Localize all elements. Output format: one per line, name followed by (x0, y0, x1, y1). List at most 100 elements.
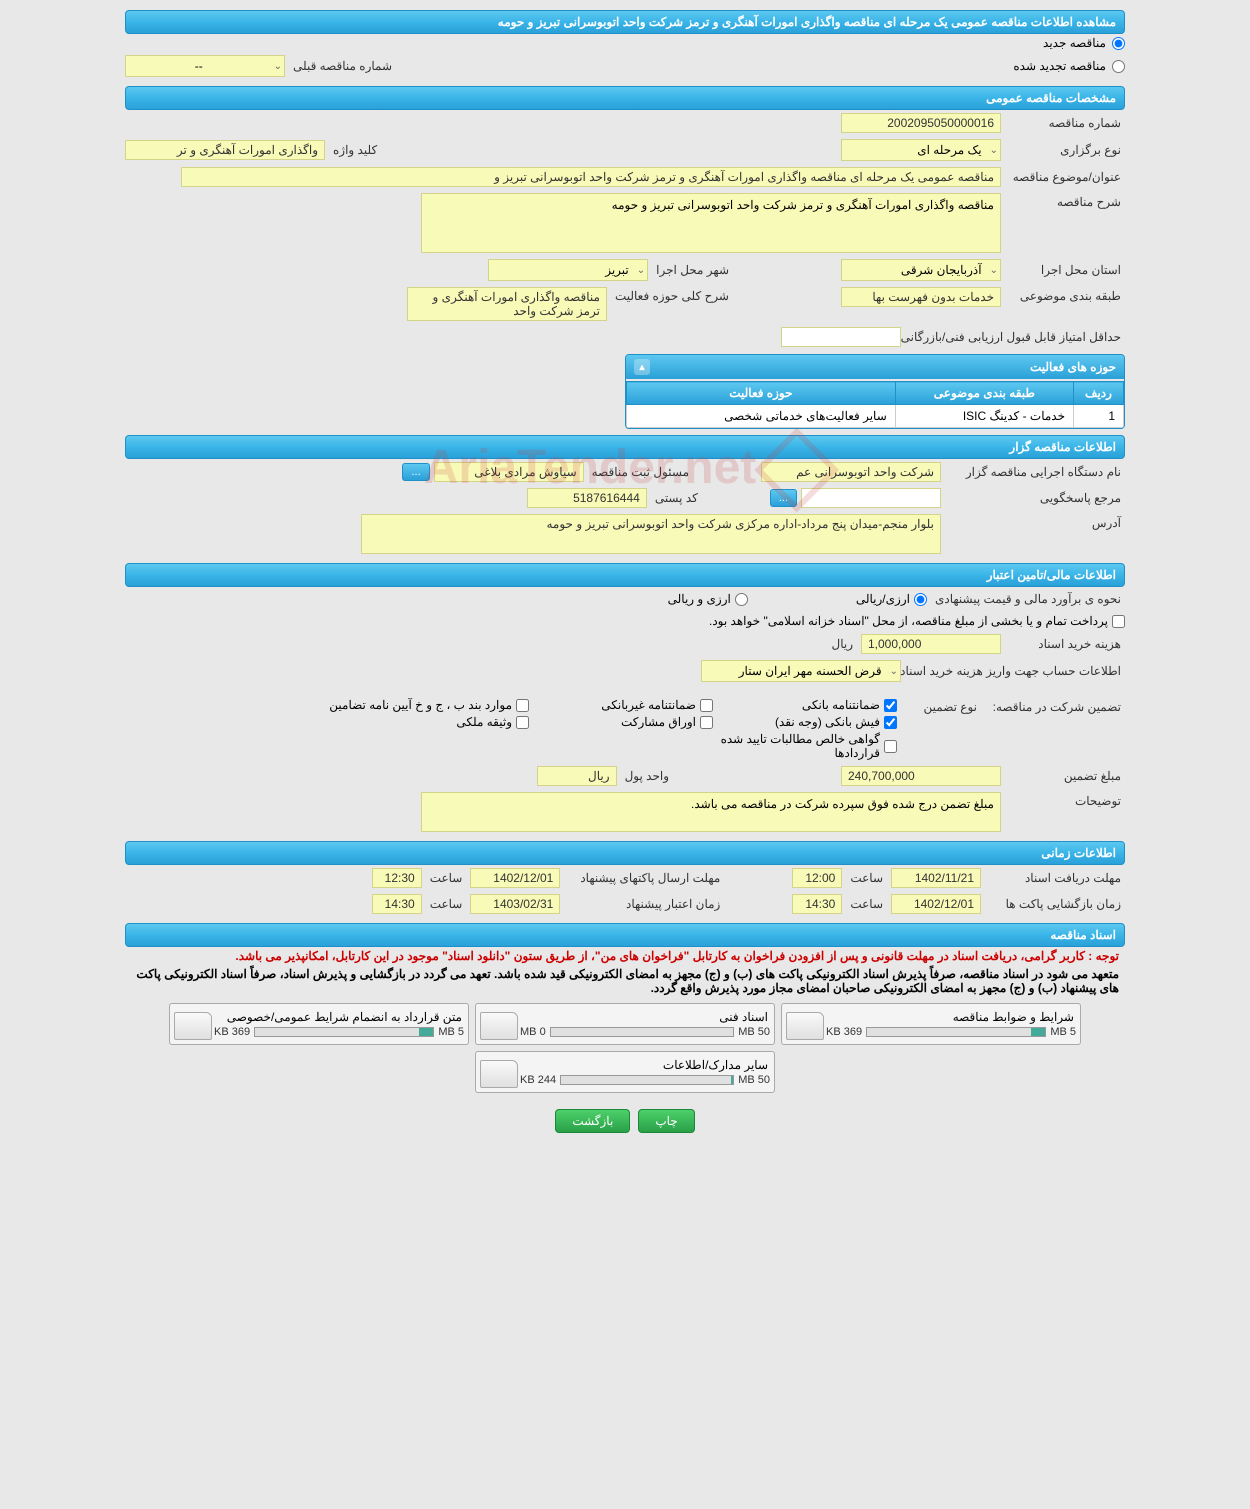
prev-tender-label: شماره مناقصه قبلی (289, 57, 396, 75)
min-score-field[interactable] (781, 327, 901, 347)
currency-unit-field: ریال (537, 766, 617, 786)
section-organizer: اطلاعات مناقصه گزار (125, 435, 1125, 459)
desc-label: شرح مناقصه (1005, 193, 1125, 211)
guarantee-amount-label: مبلغ تضمین (1005, 767, 1125, 785)
reg-resp-label: مسئول ثبت مناقصه (588, 463, 693, 481)
validity-time: 14:30 (372, 894, 422, 914)
cb-nonbank-label: ضمانتنامه غیربانکی (601, 698, 696, 712)
collapse-icon[interactable]: ▴ (634, 359, 650, 375)
radio-currency-label: ارزی و ریالی (668, 592, 731, 606)
file-size: 244 KB (520, 1074, 556, 1086)
file-max: 50 MB (738, 1074, 770, 1086)
more-button[interactable]: ... (402, 463, 429, 481)
contact-label: مرجع پاسخگویی (945, 489, 1125, 507)
file-max: 5 MB (1050, 1026, 1076, 1038)
type-select[interactable]: ⌄یک مرحله ای (841, 139, 1001, 161)
notes-field: مبلغ تضمن درج شده فوق سپرده شرکت در مناق… (421, 792, 1001, 832)
folder-icon (480, 1056, 520, 1088)
cb-securities[interactable] (700, 716, 713, 729)
contact-more-button[interactable]: ... (770, 489, 797, 507)
keyword-label: کلید واژه (329, 141, 381, 159)
opening-time: 14:30 (792, 894, 842, 914)
file-card[interactable]: سایر مدارک/اطلاعات50 MB 244 KB (475, 1051, 775, 1093)
province-select[interactable]: ⌄آذربایجان شرقی (841, 259, 1001, 281)
radio-new[interactable] (1112, 37, 1125, 50)
address-field: بلوار منجم-میدان پنج مرداد-اداره مرکزی ش… (361, 514, 941, 554)
subject-label: عنوان/موضوع مناقصه (1005, 168, 1125, 186)
file-grid: شرایط و ضوابط مناقصه5 MB369 KBاسناد فنی5… (125, 997, 1125, 1099)
section-timing: اطلاعات زمانی (125, 841, 1125, 865)
receipt-label: مهلت دریافت اسناد (985, 869, 1125, 887)
currency-unit-label: واحد پول (621, 767, 673, 785)
guarantee-title: تضمین شرکت در مناقصه: (985, 698, 1125, 716)
notice-black: متعهد می شود در اسناد مناقصه، صرفاً پذیر… (125, 965, 1125, 997)
cb-nonbank[interactable] (700, 699, 713, 712)
reg-resp-field: سیاوش مرادی بلاغی (434, 462, 584, 482)
folder-icon (480, 1008, 520, 1040)
cb-receivables[interactable] (884, 740, 897, 753)
file-card[interactable]: متن قرارداد به انضمام شرایط عمومی/خصوصی5… (169, 1003, 469, 1045)
rial-label: ریال (827, 635, 857, 653)
treasury-checkbox[interactable] (1112, 615, 1125, 628)
file-card[interactable]: اسناد فنی50 MB0 MB (475, 1003, 775, 1045)
radio-currency[interactable] (735, 593, 748, 606)
validity-date: 1403/02/31 (470, 894, 560, 914)
submit-label: مهلت ارسال پاکتهای پیشنهاد (564, 869, 724, 887)
cb-bylaw[interactable] (516, 699, 529, 712)
file-card[interactable]: شرایط و ضوابط مناقصه5 MB 369 KB (781, 1003, 1081, 1045)
radio-rial-label: ارزی/ریالی (856, 592, 910, 606)
file-title: سایر مدارک/اطلاعات (480, 1056, 770, 1074)
prev-tender-select[interactable]: ⌄ -- (125, 55, 285, 77)
file-max: 50 MB (738, 1026, 770, 1038)
submit-date: 1402/12/01 (470, 868, 560, 888)
contact-field (801, 488, 941, 508)
opening-label: زمان بازگشایی پاکت ها (985, 895, 1125, 913)
chevron-down-icon: ⌄ (990, 145, 998, 156)
account-select[interactable]: ⌄قرض الحسنه مهر ایران ستار (701, 660, 901, 682)
notice-red: توجه : کاربر گرامی، دریافت اسناد در مهلت… (125, 947, 1125, 965)
file-max: 5 MB (438, 1026, 464, 1038)
subject-field: مناقصه عمومی یک مرحله ای مناقصه واگذاری … (181, 167, 1001, 187)
chevron-down-icon: ⌄ (274, 61, 282, 72)
section-financial: اطلاعات مالی/تامین اعتبار (125, 563, 1125, 587)
min-score-label: حداقل امتیاز قابل قبول ارزیابی فنی/بازرگ… (905, 328, 1125, 346)
col-activity: حوزه فعالیت (627, 382, 896, 405)
cb-cash[interactable] (884, 716, 897, 729)
cb-bank[interactable] (884, 699, 897, 712)
receipt-date: 1402/11/21 (891, 868, 981, 888)
radio-renewed[interactable] (1112, 60, 1125, 73)
province-label: استان محل اجرا (1005, 261, 1125, 279)
radio-renewed-label: مناقصه تجدید شده (1013, 59, 1106, 73)
chevron-down-icon: ⌄ (637, 265, 645, 276)
file-size: 369 KB (826, 1026, 862, 1038)
folder-icon (174, 1008, 214, 1040)
receipt-time: 12:00 (792, 868, 842, 888)
print-button[interactable]: چاپ (638, 1109, 694, 1133)
section-documents: اسناد مناقصه (125, 923, 1125, 947)
postal-field: 5187616444 (527, 488, 647, 508)
city-select[interactable]: ⌄تبریز (488, 259, 648, 281)
cb-cash-label: فیش بانکی (وجه نقد) (775, 715, 880, 729)
page-title: مشاهده اطلاعات مناقصه عمومی یک مرحله ای … (125, 10, 1125, 34)
time-label-3: ساعت (846, 895, 887, 913)
radio-new-label: مناقصه جدید (1043, 36, 1106, 50)
cb-securities-label: اوراق مشارکت (621, 715, 696, 729)
cb-property[interactable] (516, 716, 529, 729)
time-label-2: ساعت (426, 869, 467, 887)
file-title: شرایط و ضوابط مناقصه (786, 1008, 1076, 1026)
category-label: طبقه بندی موضوعی (1005, 287, 1125, 305)
folder-icon (786, 1008, 826, 1040)
chevron-down-icon: ⌄ (890, 666, 898, 677)
col-row: ردیف (1074, 382, 1124, 405)
cb-bylaw-label: موارد بند ب ، ج و خ آیین نامه تضامین (329, 698, 512, 712)
postal-label: کد پستی (651, 489, 702, 507)
address-label: آدرس (945, 514, 1125, 532)
back-button[interactable]: بازگشت (555, 1109, 630, 1133)
radio-rial[interactable] (914, 593, 927, 606)
section-general: مشخصات مناقصه عمومی (125, 86, 1125, 110)
exec-field: شرکت واحد اتوبوسرانی عم (761, 462, 941, 482)
file-size: 369 KB (214, 1026, 250, 1038)
table-row: 1 خدمات - کدینگ ISIC سایر فعالیت‌های خدم… (627, 405, 1124, 428)
activity-desc-field: مناقصه واگذاری امورات آهنگری و ترمز شرکت… (407, 287, 607, 321)
type-label: نوع برگزاری (1005, 141, 1125, 159)
